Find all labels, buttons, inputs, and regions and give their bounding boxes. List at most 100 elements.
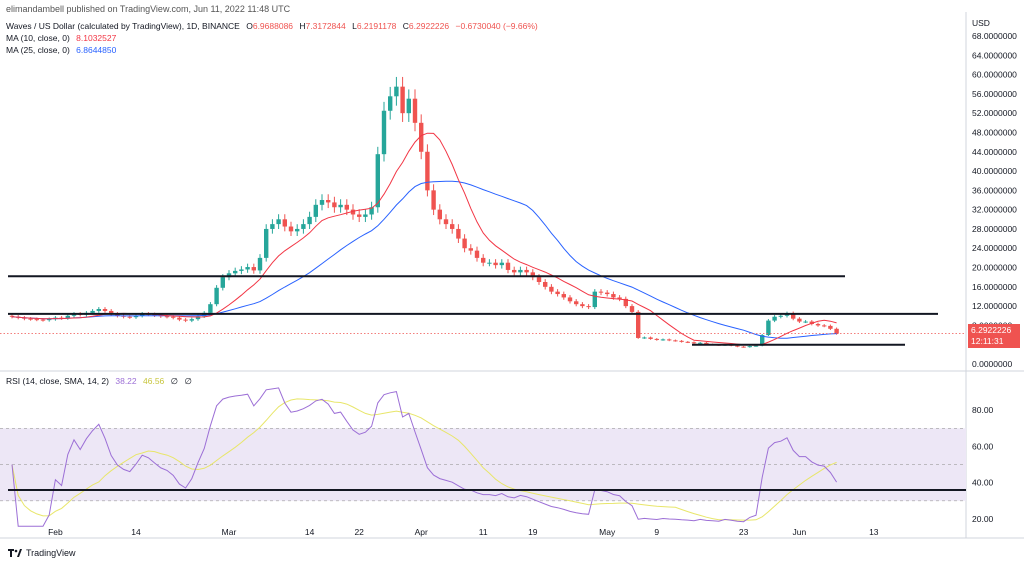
ma25-label: MA (25, close, 0) xyxy=(6,45,70,55)
candle-body xyxy=(133,315,139,318)
candle-body xyxy=(605,292,610,295)
candle-body xyxy=(363,214,368,217)
candle-body xyxy=(307,216,312,225)
candle-body xyxy=(592,291,597,308)
candle-body xyxy=(636,311,641,338)
candle-body xyxy=(239,269,244,271)
candle-body xyxy=(251,267,256,271)
candle-body xyxy=(233,270,238,274)
candle-body xyxy=(47,319,52,321)
last-price: 6.2922226 xyxy=(971,325,1012,335)
candle-body xyxy=(34,319,39,321)
price-tick-label: 36.0000000 xyxy=(972,185,1017,195)
candle-body xyxy=(487,262,492,264)
candle-body xyxy=(791,313,796,319)
candle-body xyxy=(574,301,579,305)
candle-body xyxy=(667,339,672,341)
candle-body xyxy=(673,340,678,342)
time-tick-label: 13 xyxy=(869,527,879,537)
candle-body xyxy=(288,226,294,232)
candle-body xyxy=(326,200,331,203)
candle-body xyxy=(282,219,287,227)
price-tick-label: 48.0000000 xyxy=(972,127,1017,137)
rsi-tick-label: 20.00 xyxy=(972,514,994,524)
time-tick-label: 23 xyxy=(739,527,749,537)
candle-body xyxy=(270,224,275,229)
candle-body xyxy=(189,319,194,321)
candle-body xyxy=(214,287,219,305)
candle-body xyxy=(747,346,752,348)
candle-body xyxy=(822,325,827,327)
candle-body xyxy=(462,238,467,249)
time-tick-label: Feb xyxy=(48,527,63,537)
candle-body xyxy=(549,286,554,292)
candles-group xyxy=(9,76,839,348)
candle-body xyxy=(357,214,362,217)
candle-body xyxy=(834,328,839,334)
price-tick-label: 60.0000000 xyxy=(972,70,1017,80)
time-tick-label: 11 xyxy=(479,527,488,537)
candle-body xyxy=(772,316,777,321)
time-tick-label: Apr xyxy=(415,527,428,537)
tradingview-brand[interactable]: TradingView xyxy=(8,548,76,558)
candle-body xyxy=(642,337,647,339)
low-label: L xyxy=(352,21,357,31)
ma10-label: MA (10, close, 0) xyxy=(6,33,70,43)
candle-body xyxy=(332,202,337,208)
candle-body xyxy=(567,297,573,302)
candle-body xyxy=(499,262,504,266)
candle-body xyxy=(28,318,33,320)
candle-body xyxy=(660,339,666,341)
rsi-value: 38.22 xyxy=(115,376,137,386)
candle-body xyxy=(561,294,566,298)
candle-body xyxy=(543,282,548,287)
price-tick-label: 20.0000000 xyxy=(972,263,1017,273)
rsi-legend: RSI (14, close, SMA, 14, 2) 38.22 46.56 … xyxy=(6,376,192,387)
candle-body xyxy=(394,86,399,97)
candle-body xyxy=(350,209,356,215)
candle-body xyxy=(555,291,560,295)
tradingview-logo-icon xyxy=(8,549,22,557)
candle-body xyxy=(450,224,455,229)
price-tick-label: 32.0000000 xyxy=(972,205,1017,215)
high-value: 7.3172844 xyxy=(305,21,346,31)
candle-body xyxy=(400,86,405,114)
close-label: C xyxy=(402,21,409,31)
candle-body xyxy=(741,346,746,348)
candle-body xyxy=(388,96,393,111)
time-tick-label: 14 xyxy=(131,527,141,537)
candle-body xyxy=(171,316,176,318)
candle-body xyxy=(369,207,374,215)
candle-body xyxy=(264,228,269,258)
candle-body xyxy=(766,320,771,336)
time-tick-label: 19 xyxy=(528,527,538,537)
candle-body xyxy=(474,250,480,258)
candle-body xyxy=(431,190,436,210)
candle-body xyxy=(437,209,442,220)
price-tick-label: 52.0000000 xyxy=(972,108,1017,118)
candle-body xyxy=(127,316,132,318)
candle-body xyxy=(797,318,802,322)
price-tick-label: 44.0000000 xyxy=(972,147,1017,157)
candle-body xyxy=(208,304,213,313)
candle-body xyxy=(617,297,622,299)
candle-body xyxy=(295,228,300,232)
candle-body xyxy=(9,315,15,317)
time-tick-label: 9 xyxy=(654,527,659,537)
candle-body xyxy=(704,342,709,345)
candle-body xyxy=(220,277,225,288)
price-tick-label: 56.0000000 xyxy=(972,89,1017,99)
candle-body xyxy=(518,269,523,273)
candle-body xyxy=(809,321,814,324)
ma10-legend: MA (10, close, 0) 8.1032527 xyxy=(6,33,116,43)
open-label: O xyxy=(246,21,253,31)
candle-body xyxy=(195,316,201,320)
price-tick-label: 68.0000000 xyxy=(972,31,1017,41)
price-tick-label: 64.0000000 xyxy=(972,50,1017,60)
price-tick-label: 0.0000000 xyxy=(972,359,1012,369)
ma25-line xyxy=(11,180,837,339)
rsi-sma-line xyxy=(11,398,837,521)
price-tick-label: 16.0000000 xyxy=(972,282,1017,292)
low-value: 6.2191178 xyxy=(356,21,397,31)
